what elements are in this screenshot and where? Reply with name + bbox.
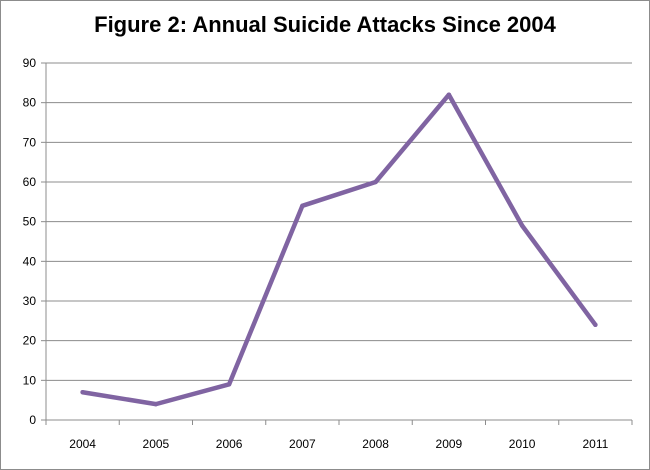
y-tick-label: 30	[23, 294, 37, 308]
data-point	[519, 223, 525, 228]
x-tick-label: 2005	[143, 437, 170, 451]
y-tick-label: 0	[29, 413, 36, 427]
gridlines	[46, 62, 632, 381]
chart-title: Figure 2: Annual Suicide Attacks Since 2…	[94, 12, 556, 37]
x-tick-label: 2007	[289, 437, 316, 451]
x-tick-label: 2010	[509, 437, 536, 451]
y-tick-label: 20	[23, 334, 37, 348]
data-point	[153, 401, 159, 407]
data-point	[300, 203, 305, 208]
data-point	[373, 179, 378, 185]
data-point	[446, 92, 452, 97]
x-tick-label: 2004	[69, 437, 96, 451]
y-tick-label: 70	[23, 135, 37, 149]
data-point	[80, 390, 85, 395]
y-tick-label: 50	[23, 215, 37, 229]
x-tick-label: 2009	[436, 437, 463, 451]
y-tick-label: 60	[23, 175, 37, 189]
data-point	[226, 382, 232, 387]
y-tick-label: 80	[23, 96, 37, 110]
y-tick-label: 10	[23, 373, 37, 387]
x-tick-label: 2011	[582, 437, 608, 451]
y-axis: 0 10 20 30 40 50 60 70 80 90	[23, 56, 47, 427]
data-point	[593, 322, 598, 327]
series-line	[80, 92, 598, 407]
x-tick-label: 2008	[362, 437, 389, 451]
series-group	[80, 92, 598, 407]
x-tick-label: 2006	[216, 437, 243, 451]
y-tick-label: 40	[23, 254, 37, 268]
y-tick-label: 90	[23, 56, 37, 70]
x-axis: 2004 2005 2006 2007 2008 2009 2010 2011	[45, 419, 633, 451]
